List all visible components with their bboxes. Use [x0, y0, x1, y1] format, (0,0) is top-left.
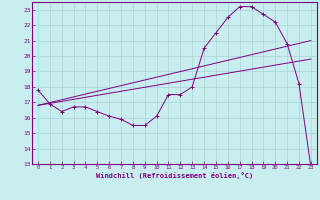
X-axis label: Windchill (Refroidissement éolien,°C): Windchill (Refroidissement éolien,°C): [96, 172, 253, 179]
